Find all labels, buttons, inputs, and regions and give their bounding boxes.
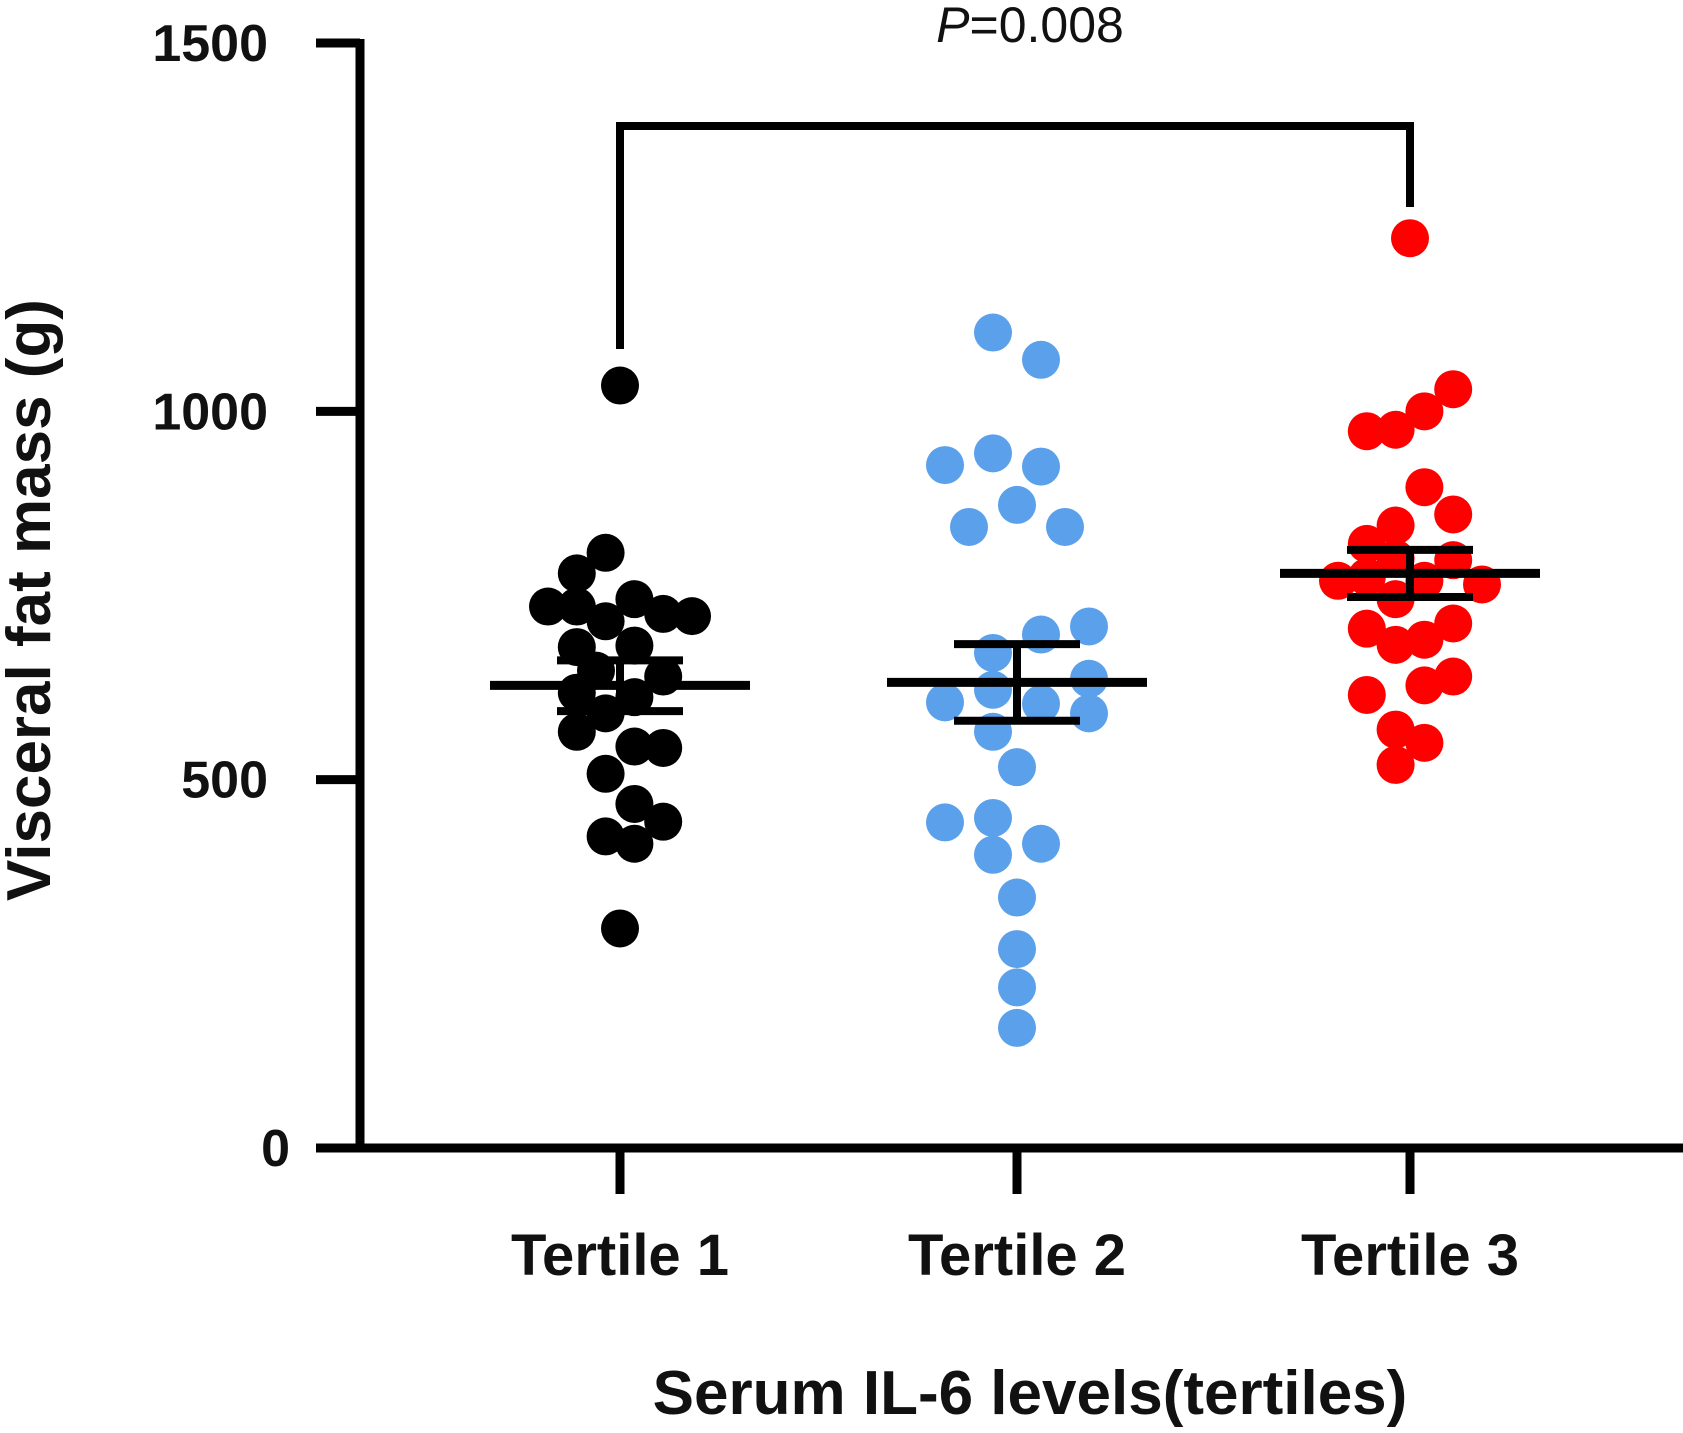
data-point bbox=[1070, 694, 1108, 733]
data-point bbox=[1405, 392, 1444, 431]
data-point bbox=[926, 803, 964, 842]
y-axis-ticks: 0 500 1000 1500 bbox=[152, 15, 360, 1178]
data-point bbox=[1070, 607, 1108, 646]
data-point bbox=[1022, 684, 1060, 723]
data-point bbox=[1376, 625, 1415, 664]
data-point bbox=[673, 597, 711, 636]
data-point bbox=[586, 817, 625, 856]
data-point bbox=[974, 835, 1012, 874]
data-point bbox=[644, 594, 683, 633]
data-point bbox=[615, 727, 654, 766]
data-point bbox=[1347, 412, 1386, 451]
data-point bbox=[998, 968, 1036, 1007]
data-point bbox=[1434, 604, 1473, 643]
y-tick-label: 500 bbox=[181, 752, 268, 810]
data-point bbox=[1046, 507, 1084, 546]
data-point bbox=[974, 313, 1012, 352]
data-point bbox=[601, 366, 639, 405]
data-point bbox=[998, 748, 1036, 787]
p-value-symbol: P bbox=[936, 0, 970, 53]
data-point bbox=[1376, 410, 1415, 449]
data-point bbox=[998, 930, 1036, 969]
p-value-annotation: P=0.008 bbox=[936, 0, 1124, 53]
p-value-text: =0.008 bbox=[970, 0, 1124, 53]
data-point bbox=[586, 754, 625, 793]
y-tick-label: 1500 bbox=[152, 15, 268, 73]
x-axis-ticks bbox=[615, 1148, 1415, 1194]
data-point bbox=[1434, 495, 1473, 534]
data-point bbox=[926, 683, 964, 722]
data-point bbox=[1405, 666, 1444, 705]
data-point bbox=[615, 626, 654, 665]
data-point bbox=[1376, 710, 1415, 749]
data-point bbox=[998, 485, 1036, 524]
data-point bbox=[601, 909, 639, 948]
data-point bbox=[926, 446, 964, 485]
significance-bracket bbox=[616, 122, 1414, 349]
data-point bbox=[1347, 675, 1386, 714]
data-point bbox=[615, 824, 654, 863]
data-point bbox=[1022, 824, 1060, 863]
data-point bbox=[557, 712, 596, 751]
data-point bbox=[974, 434, 1012, 473]
data-point bbox=[1022, 340, 1060, 379]
data-point bbox=[557, 554, 596, 593]
data-point bbox=[644, 802, 683, 841]
data-point bbox=[644, 728, 683, 767]
data-point bbox=[529, 587, 567, 626]
data-point bbox=[1022, 447, 1060, 486]
x-tick-label-tertile-1: Tertile 1 bbox=[511, 1223, 729, 1288]
data-point bbox=[1434, 370, 1473, 409]
data-point bbox=[998, 878, 1036, 917]
data-point bbox=[615, 580, 654, 619]
data-point bbox=[1434, 657, 1473, 696]
data-point bbox=[974, 670, 1012, 709]
data-point bbox=[998, 1008, 1036, 1047]
x-axis-title: Serum IL-6 levels(tertiles) bbox=[653, 1359, 1408, 1428]
data-points bbox=[529, 219, 1501, 1047]
y-axis-title: Visceral fat mass (g) bbox=[0, 299, 64, 901]
y-tick-label: 0 bbox=[261, 1120, 290, 1178]
data-point bbox=[1405, 468, 1444, 507]
data-point bbox=[586, 533, 625, 572]
data-point bbox=[1376, 506, 1415, 545]
mean-sem-bars bbox=[490, 545, 1540, 725]
data-point bbox=[974, 633, 1012, 672]
data-point bbox=[1405, 723, 1444, 762]
data-point bbox=[1347, 609, 1386, 648]
data-point bbox=[1405, 620, 1444, 659]
data-point bbox=[950, 507, 988, 546]
data-point bbox=[974, 798, 1012, 837]
x-tick-label-tertile-2: Tertile 2 bbox=[908, 1223, 1126, 1288]
y-tick-label: 1000 bbox=[152, 383, 268, 441]
data-point bbox=[586, 602, 625, 641]
data-point bbox=[1391, 219, 1429, 258]
data-point bbox=[1376, 745, 1415, 784]
x-tick-label-tertile-3: Tertile 3 bbox=[1301, 1223, 1519, 1288]
data-point bbox=[615, 784, 654, 823]
data-point bbox=[557, 587, 596, 626]
